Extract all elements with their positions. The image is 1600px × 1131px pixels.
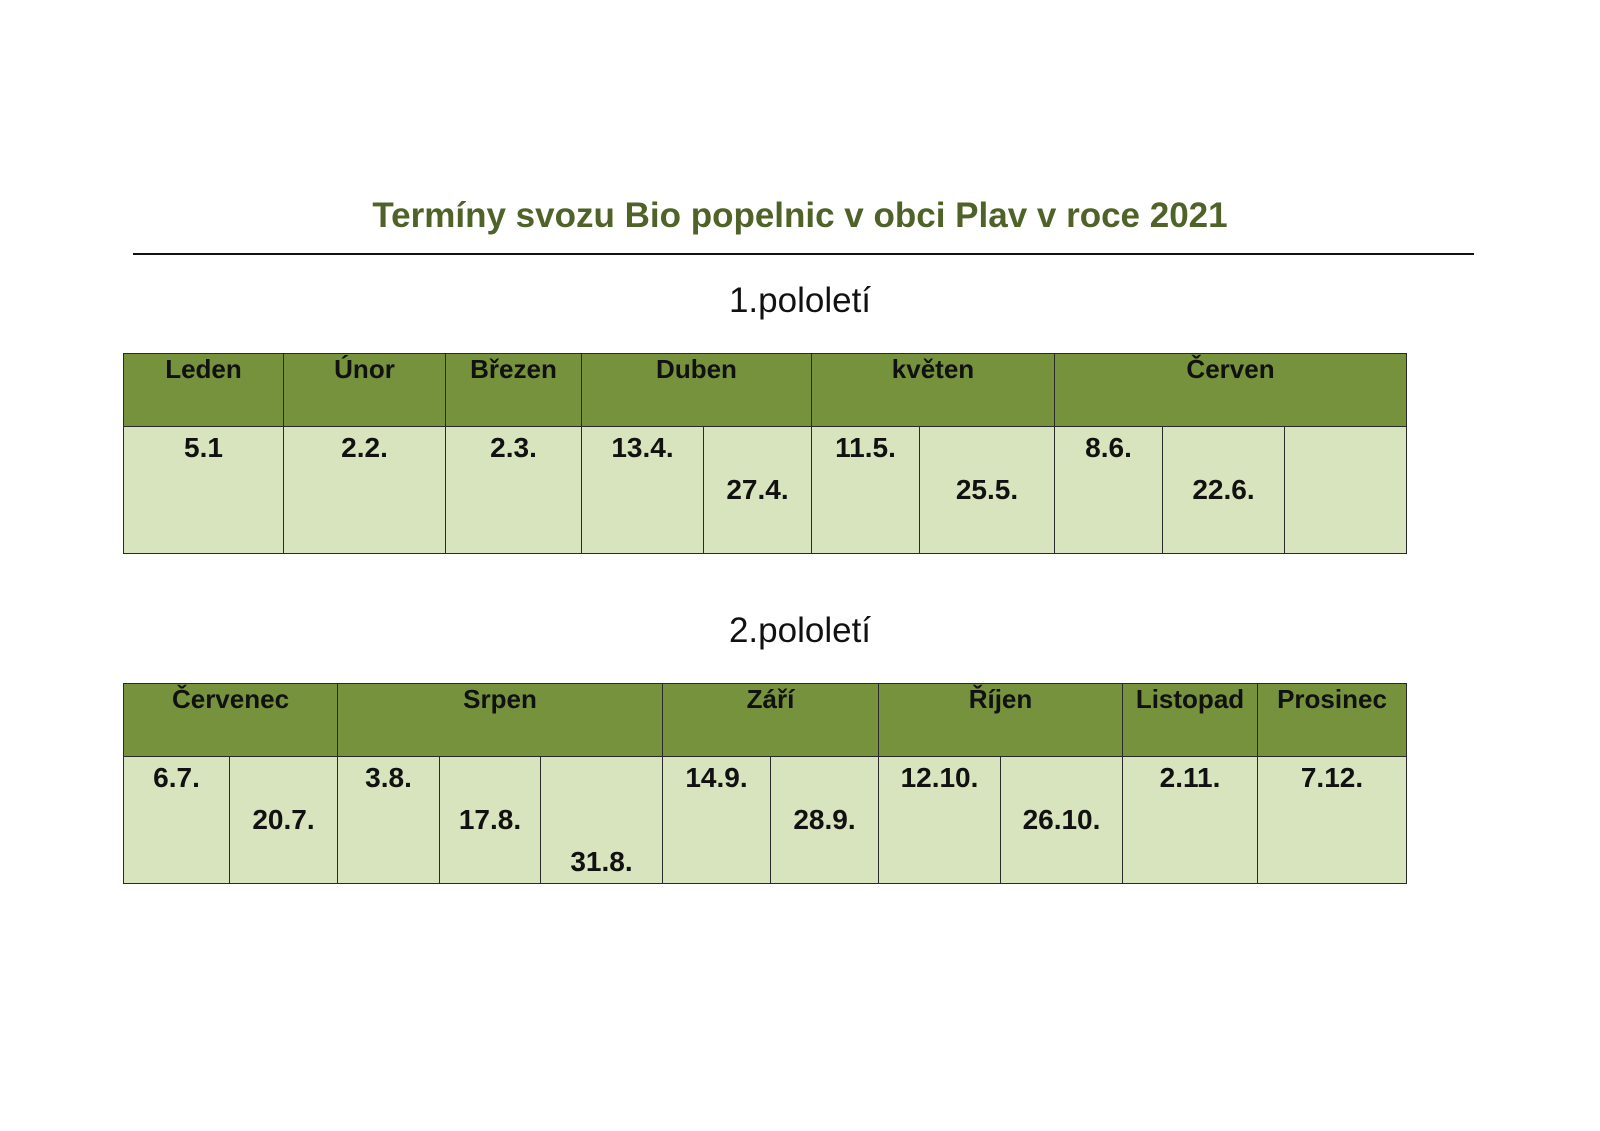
date-cell: 2.11. [1122, 756, 1258, 884]
date-cell-empty [1284, 426, 1407, 554]
month-header-january: Leden [123, 353, 284, 427]
month-header-october: Říjen [878, 683, 1123, 757]
collection-dates-row: 6.7. 20.7. 3.8. 17.8. 31.8. 14.9. 28.9. … [123, 756, 1407, 884]
collection-date: 2.11. [1159, 762, 1221, 793]
date-cell: 8.6. [1054, 426, 1163, 554]
month-header-may: květen [811, 353, 1055, 427]
date-cell: 28.9. [770, 756, 879, 884]
collection-date: 2.2. [341, 432, 388, 463]
date-cell: 25.5. [919, 426, 1055, 554]
date-cell: 17.8. [439, 756, 541, 884]
schedule-table-first-half: Leden Únor Březen Duben květen Červen 5.… [123, 353, 1407, 554]
date-cell: 26.10. [1000, 756, 1123, 884]
collection-date: 28.9. [793, 804, 856, 835]
collection-dates-row: 5.1 2.2. 2.3. 13.4. 27.4. 11.5. 25.5. 8.… [123, 426, 1407, 554]
month-header-december: Prosinec [1257, 683, 1407, 757]
date-cell: 2.2. [283, 426, 446, 554]
collection-date: 17.8. [458, 804, 522, 835]
schedule-table-second-half: Červenec Srpen Září Říjen Listopad Prosi… [123, 683, 1407, 884]
section-heading-second-half: 2.pololetí [728, 611, 872, 650]
collection-date: 12.10. [900, 762, 979, 793]
month-header-february: Únor [283, 353, 446, 427]
date-cell: 27.4. [703, 426, 812, 554]
date-cell: 2.3. [445, 426, 582, 554]
collection-date: 8.6. [1085, 432, 1132, 463]
collection-date: 11.5. [835, 432, 896, 463]
month-header-row: Leden Únor Březen Duben květen Červen [123, 353, 1407, 427]
month-header-november: Listopad [1122, 683, 1258, 757]
date-cell: 5.1 [123, 426, 284, 554]
collection-date: 25.5. [955, 474, 1019, 505]
date-cell: 11.5. [811, 426, 920, 554]
month-header-row: Červenec Srpen Září Říjen Listopad Prosi… [123, 683, 1407, 757]
collection-date: 20.7. [252, 804, 315, 835]
collection-date: 27.4. [726, 474, 789, 505]
section-heading-first-half: 1.pololetí [728, 281, 872, 320]
date-cell: 22.6. [1162, 426, 1285, 554]
date-cell: 14.9. [662, 756, 771, 884]
collection-date: 7.12. [1300, 762, 1364, 793]
collection-date: 2.3. [490, 432, 537, 463]
date-cell: 12.10. [878, 756, 1001, 884]
collection-date: 31.8. [570, 846, 633, 877]
collection-date: 3.8. [365, 762, 412, 793]
collection-date: 26.10. [1022, 804, 1101, 835]
collection-date: 6.7. [153, 762, 200, 793]
month-header-august: Srpen [337, 683, 663, 757]
date-cell: 13.4. [581, 426, 704, 554]
collection-date: 13.4. [611, 432, 674, 463]
month-header-march: Březen [445, 353, 582, 427]
date-cell: 6.7. [123, 756, 230, 884]
collection-date: 22.6. [1192, 474, 1255, 505]
date-cell: 3.8. [337, 756, 440, 884]
month-header-september: Září [662, 683, 879, 757]
title-underline [133, 253, 1474, 255]
collection-date: 5.1 [184, 432, 223, 463]
date-cell: 20.7. [229, 756, 338, 884]
page-title: Termíny svozu Bio popelnic v obci Plav v… [372, 196, 1228, 235]
date-cell: 7.12. [1257, 756, 1407, 884]
month-header-april: Duben [581, 353, 812, 427]
month-header-july: Červenec [123, 683, 338, 757]
month-header-june: Červen [1054, 353, 1407, 427]
collection-date: 14.9. [685, 762, 748, 793]
date-cell: 31.8. [540, 756, 663, 884]
